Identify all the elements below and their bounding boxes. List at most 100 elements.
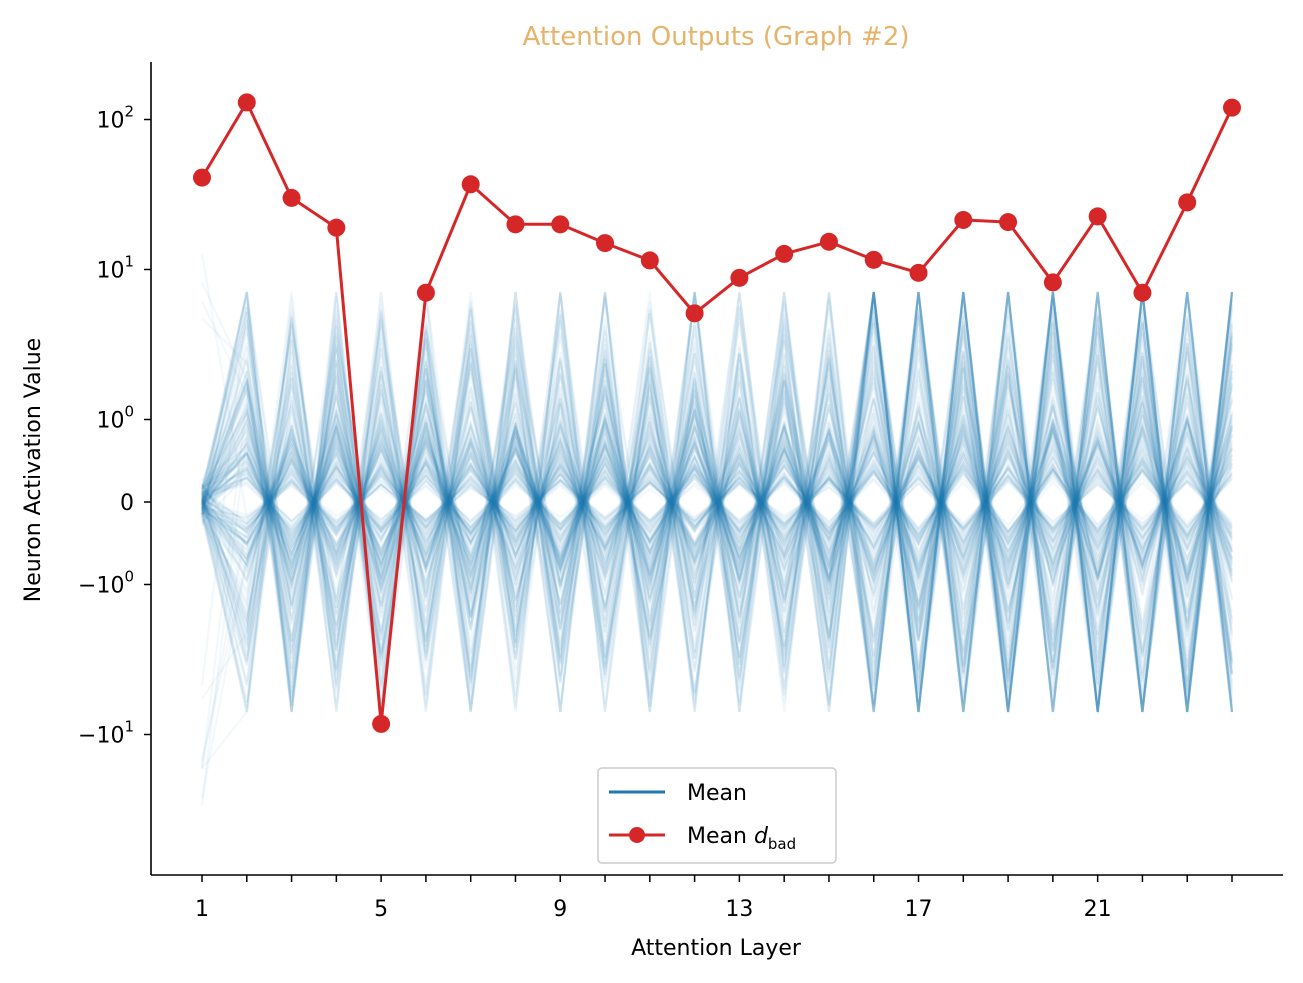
neuron-trace [201,410,1234,602]
neuron-trace [201,403,1234,600]
y-tick-label: −101 [78,718,134,749]
neuron-trace [201,426,1234,577]
mean-dbad-point [954,210,973,229]
neuron-trace [201,416,1234,585]
mean-dbad-point [909,263,928,282]
neuron-trace [201,447,1233,555]
neuron-trace [201,417,1234,580]
neuron-trace [200,335,1234,663]
mean-dbad-point [551,215,570,234]
mean-dbad-point [193,168,211,187]
neuron-trace [200,291,1234,713]
neuron-trace [201,447,1233,552]
neuron-trace [201,443,1234,566]
neuron-trace [200,291,1234,713]
mean-dbad-point [1088,207,1107,226]
neuron-trace [200,291,1234,713]
neuron-trace [201,458,1233,554]
neuron-trace [201,459,1233,545]
mean-dbad-point [775,244,794,263]
neuron-trace [201,359,1234,637]
neuron-trace [201,444,1233,565]
neuron-trace [201,471,1233,534]
neuron-trace [200,291,1234,713]
mean-dbad-point [685,304,704,323]
mean-dbad-point [999,213,1018,232]
y-tick-label: 101 [96,253,134,284]
neuron-trace [200,295,1234,701]
neuron-trace [200,291,1234,713]
neuron-trace [201,371,1234,624]
neuron-trace [201,316,1234,706]
neuron-trace [201,291,1234,713]
neuron-trace [201,452,1233,545]
y-tick-label: 102 [96,103,134,134]
neuron-trace [200,467,1233,767]
legend-dbad-marker [629,827,645,843]
mean-dbad-point [1133,283,1152,302]
neuron-trace [201,439,1233,563]
neuron-trace [201,351,1234,659]
x-tick-label: 1 [195,897,209,922]
neuron-trace [201,420,1234,581]
neuron-trace [201,427,1234,581]
neuron-trace [200,316,1234,672]
neuron-trace [201,370,1234,613]
neuron-trace [201,463,1233,536]
neuron-trace [201,415,1234,609]
neuron-trace [201,309,1234,705]
neuron-trace [201,420,1234,592]
legend: Mean Mean dbad [597,767,837,864]
neuron-trace [201,454,1233,546]
neuron-trace [201,450,1233,554]
neuron-trace [201,453,1233,551]
neuron-trace [201,350,1234,652]
neuron-trace [201,291,1234,713]
neuron-trace [201,469,1233,536]
neuron-trace [201,454,1233,552]
neuron-trace [201,432,1234,578]
neuron-trace [200,375,1234,646]
neuron-trace [200,376,1234,667]
neuron-trace [201,455,1233,547]
neuron-trace [201,462,1233,536]
neuron-trace [201,382,1234,620]
neuron-trace [201,477,1233,530]
neuron-trace [201,447,1233,553]
neuron-trace [201,433,1234,568]
neuron-trace [201,457,1233,543]
neuron-trace [200,291,1234,713]
neuron-trace [201,328,1234,667]
neuron-trace [200,291,1234,713]
mean-dbad-point [1178,193,1197,212]
neuron-trace [201,429,1234,576]
x-tick-label: 9 [553,897,567,922]
neuron-trace [201,401,1234,592]
neuron-trace [201,397,1234,609]
neuron-trace [201,439,1233,559]
neuron-trace [201,425,1233,575]
y-tick-label: 0 [120,491,134,516]
neuron-trace [200,291,1234,713]
neuron-trace [200,352,1234,708]
neuron-trace [201,435,1234,579]
x-tick-label: 13 [725,897,753,922]
neuron-trace [201,430,1234,586]
neuron-trace [201,469,1233,535]
neuron-trace [200,291,1234,706]
neuron-trace [200,291,1234,713]
neuron-trace [201,417,1234,572]
neuron-trace [201,301,1234,713]
mean-dbad-point [730,268,749,287]
neuron-trace [201,470,1233,538]
neuron-trace [200,291,1234,713]
neuron-trace [200,291,1234,713]
neuron-trace [200,253,1233,534]
x-ticks: 1 5 9 13 17 21 [195,875,1233,922]
mean-dbad-point [416,283,435,302]
neuron-trace [201,470,1233,532]
neuron-trace [201,395,1234,603]
neuron-trace [201,379,1234,622]
neuron-trace [200,291,1234,713]
neuron-trace [201,377,1234,608]
